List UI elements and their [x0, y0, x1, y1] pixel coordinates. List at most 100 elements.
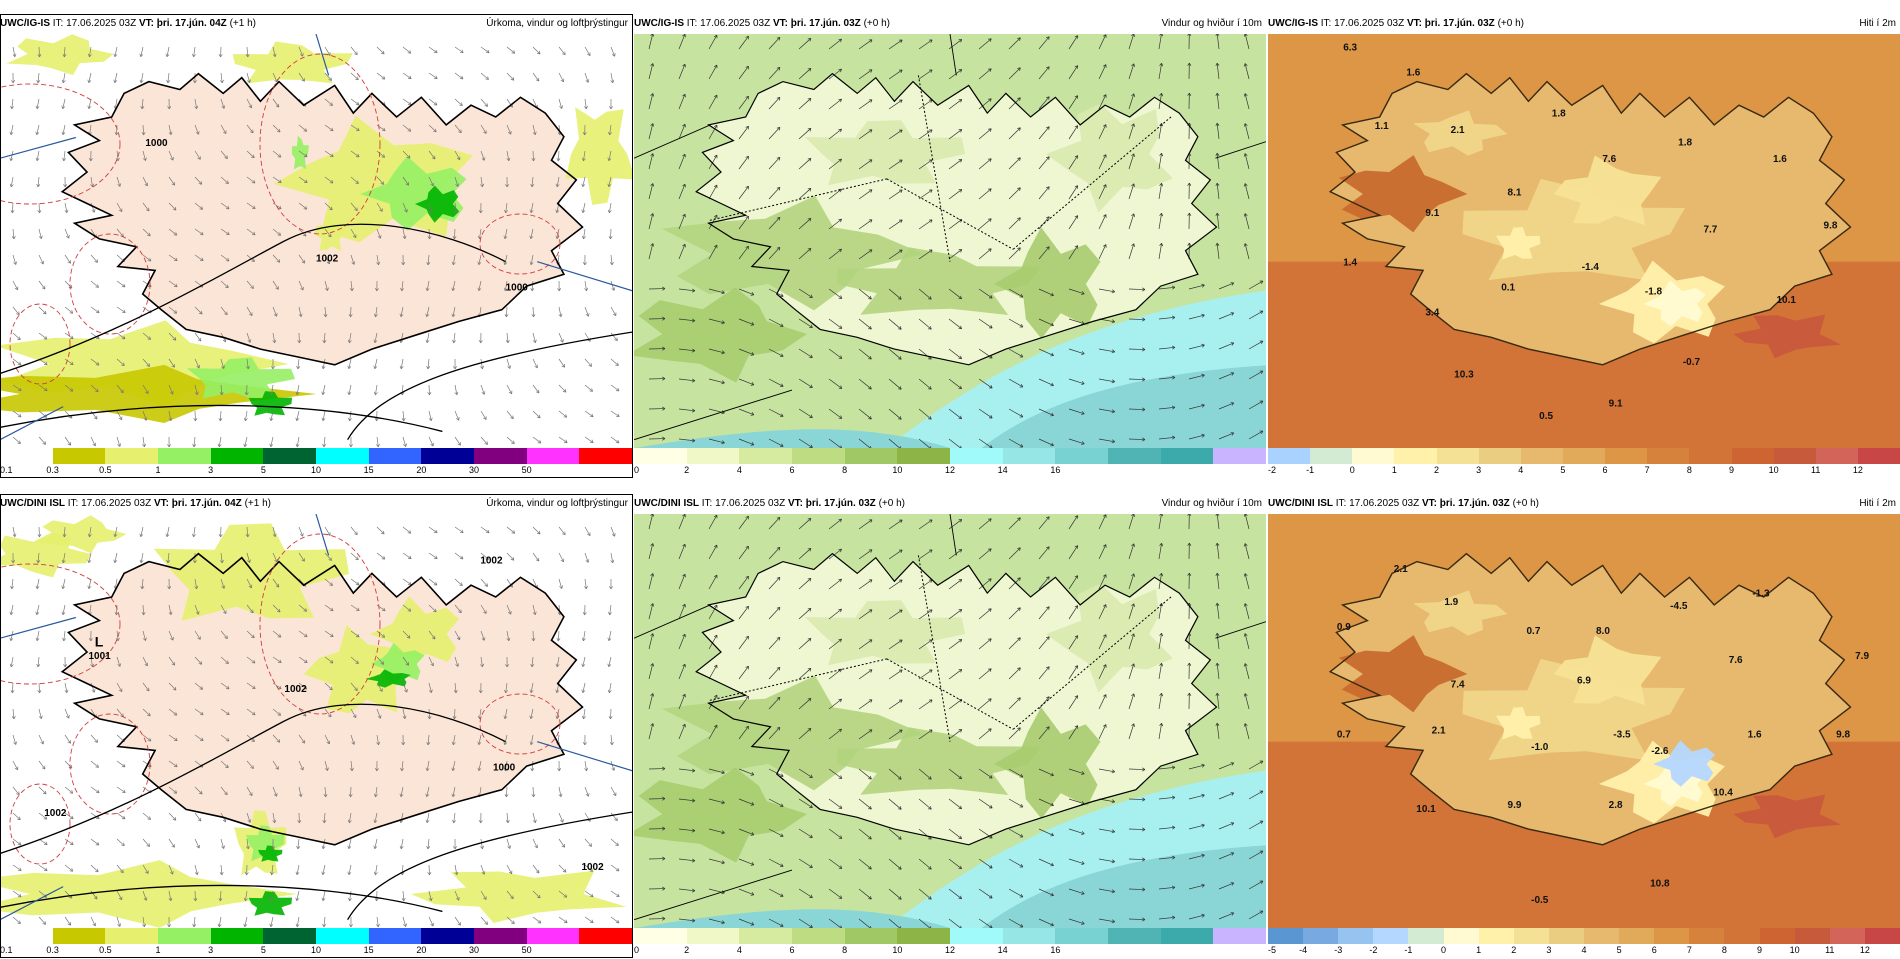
- valid-time-label: VT:: [1422, 498, 1437, 509]
- colorbar-swatch: [1774, 448, 1816, 464]
- colorbar-swatch: [1760, 928, 1795, 944]
- colorbar-swatch: [527, 448, 580, 464]
- colorbar-tick-label: 4: [737, 945, 742, 955]
- init-time: 17.06.2025 03Z: [715, 498, 785, 509]
- temperature-label: 8.1: [1508, 187, 1522, 198]
- colorbar-swatch: [739, 448, 792, 464]
- init-time: 17.06.2025 03Z: [1349, 498, 1419, 509]
- map-area[interactable]: [634, 514, 1266, 928]
- lead-time: (+0 h): [879, 498, 905, 509]
- isobar-label: 1000: [145, 138, 168, 149]
- colorbar-swatch: [1689, 928, 1724, 944]
- temperature-label: 0.5: [1539, 411, 1553, 422]
- colorbar-swatch: [53, 448, 106, 464]
- colorbar-tick-label: 8: [842, 465, 847, 475]
- temperature-label: 0.7: [1337, 729, 1351, 740]
- colorbar-swatch: [1352, 448, 1394, 464]
- map-area[interactable]: [634, 34, 1266, 448]
- model-name: UWC/IG-IS: [634, 18, 684, 29]
- colorbar-swatch: [1605, 448, 1647, 464]
- valid-time: þri. 17.jún. 03Z: [1440, 498, 1510, 509]
- colorbar-swatch: [369, 448, 422, 464]
- init-time-label: IT:: [68, 498, 79, 509]
- colorbar-swatch: [1865, 928, 1900, 944]
- colorbar-swatch: [1055, 928, 1108, 944]
- temperature-label: 2.1: [1432, 725, 1446, 736]
- colorbar-swatch: [1338, 928, 1373, 944]
- colorbar-tick-label: 10: [1769, 465, 1779, 475]
- colorbar-swatch: [950, 928, 1003, 944]
- colorbar-tick-label: -3: [1334, 945, 1342, 955]
- colorbar-swatch: [474, 928, 527, 944]
- colorbar-swatch: [1161, 448, 1214, 464]
- valid-time-label: VT:: [1407, 18, 1422, 29]
- colorbar-tick-label: 1: [155, 945, 160, 955]
- temperature-label: 0.7: [1526, 626, 1540, 637]
- colorbar-swatch: [211, 448, 264, 464]
- temperature-label: 6.3: [1343, 42, 1357, 53]
- colorbar-swatch: [1514, 928, 1549, 944]
- temperature-label: 1.4: [1343, 258, 1357, 269]
- colorbar-tick-label: 10: [1790, 945, 1800, 955]
- valid-time-label: VT:: [788, 498, 803, 509]
- isobar-label: 1002: [316, 254, 339, 265]
- colorbar-tick-label: -5: [1268, 945, 1276, 955]
- colorbar-tick-label: 0.1: [0, 945, 13, 955]
- colorbar-swatch: [1268, 448, 1310, 464]
- colorbar-swatch: [792, 928, 845, 944]
- temperature-label: 1.1: [1375, 121, 1389, 132]
- colorbar-swatch: [105, 448, 158, 464]
- temperature-label: 10.1: [1416, 804, 1436, 815]
- colorbar-tick-label: 10: [892, 945, 902, 955]
- colorbar-swatch: [634, 928, 687, 944]
- temperature-label: 10.8: [1650, 878, 1670, 889]
- colorbar-tick-label: 9: [1757, 945, 1762, 955]
- panel-header: UWC/IG-IS IT: 17.06.2025 03Z VT: þri. 17…: [634, 14, 1266, 34]
- temperature-label: 9.8: [1836, 729, 1850, 740]
- temperature-label: -1.4: [1582, 262, 1600, 273]
- panel-title: Hiti í 2m: [1859, 14, 1896, 34]
- low-pressure-marker: L: [95, 633, 104, 649]
- colorbar-swatch: [0, 448, 53, 464]
- colorbar-tick-label: 50: [522, 945, 532, 955]
- init-time-label: IT:: [1336, 498, 1347, 509]
- colorbar-swatch: [105, 928, 158, 944]
- valid-time-label: VT:: [773, 18, 788, 29]
- panel-header: UWC/IG-IS IT: 17.06.2025 03Z VT: þri. 17…: [1268, 14, 1900, 34]
- model-name: UWC/IG-IS: [0, 18, 50, 29]
- temperature-label: -2.6: [1651, 746, 1669, 757]
- temperature-label: 1.6: [1773, 154, 1787, 165]
- lead-time: (+0 h): [1498, 18, 1524, 29]
- isobar-label: 1000: [493, 763, 516, 774]
- colorbar-swatch: [845, 928, 898, 944]
- colorbar-swatch: [263, 928, 316, 944]
- valid-time-label: VT:: [154, 498, 169, 509]
- isobar-label: 1002: [581, 862, 604, 873]
- panel-header: UWC/DINI ISL IT: 17.06.2025 03Z VT: þri.…: [1268, 494, 1900, 514]
- colorbar-tick-label: 3: [208, 465, 213, 475]
- colorbar-swatch: [792, 448, 845, 464]
- colorbar-tick-label: -2: [1369, 945, 1377, 955]
- colorbar-tick-label: 16: [1050, 465, 1060, 475]
- colorbar-swatch: [158, 448, 211, 464]
- colorbar-swatch: [1563, 448, 1605, 464]
- init-time: 17.06.2025 03Z: [700, 18, 770, 29]
- colorbar-tick-label: 6: [1652, 945, 1657, 955]
- temperature-label: -0.7: [1683, 357, 1701, 368]
- low-pressure-value: 1001: [88, 651, 111, 662]
- colorbar-swatch: [1584, 928, 1619, 944]
- colorbar-swatch: [1689, 448, 1731, 464]
- temperature-label: 2.1: [1394, 564, 1408, 575]
- temperature-label: -1.8: [1645, 287, 1663, 298]
- valid-time-label: VT:: [139, 18, 154, 29]
- colorbar-tick-label: -1: [1306, 465, 1314, 475]
- temperature-label: 6.9: [1577, 676, 1591, 687]
